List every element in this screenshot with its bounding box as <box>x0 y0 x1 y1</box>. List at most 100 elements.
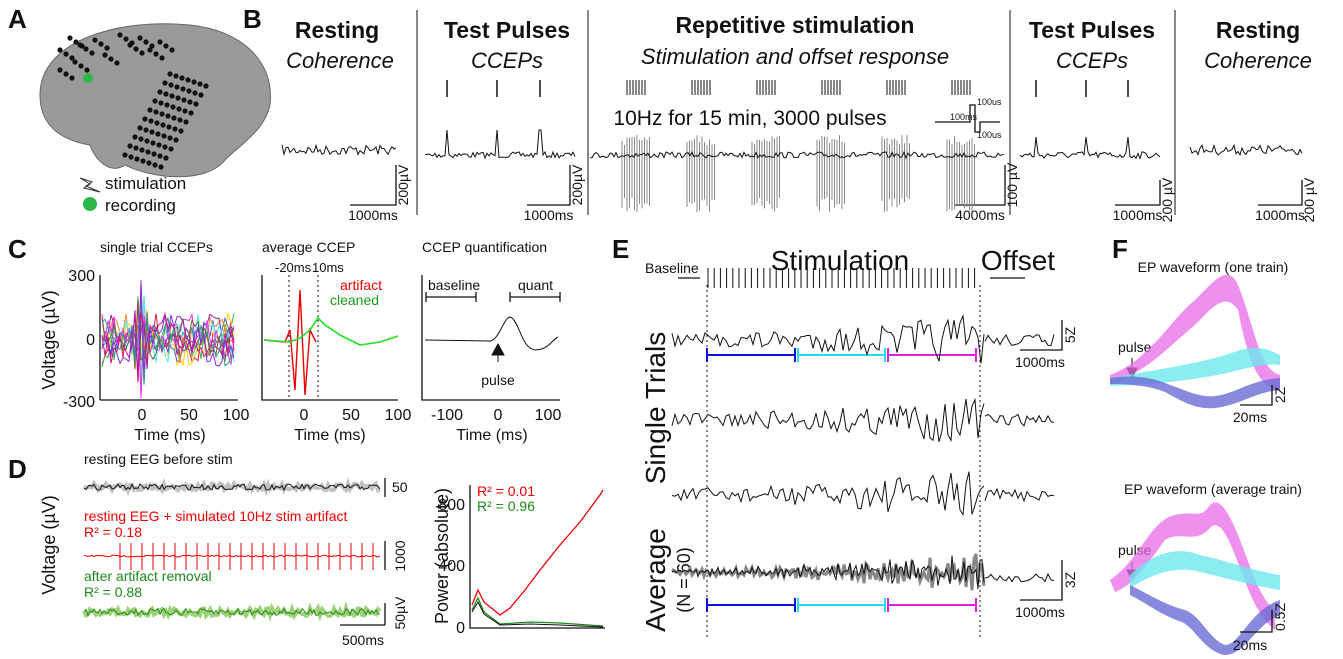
r2-label: R² = 0.01 <box>477 483 535 499</box>
electrode <box>187 99 193 105</box>
tick-label: -300 <box>63 394 95 411</box>
pulse-label: 100us <box>977 97 1002 107</box>
bracket <box>797 598 886 612</box>
annotation: Single Trials <box>640 332 671 485</box>
panel-label: D <box>8 454 27 484</box>
electrode <box>142 116 148 122</box>
scale-bar <box>1020 320 1063 601</box>
electrode <box>57 47 63 53</box>
annotation: pulse <box>1118 339 1152 355</box>
electrode <box>174 84 180 90</box>
trace <box>671 471 985 516</box>
tick-label: 50 <box>342 407 360 424</box>
electrode <box>179 75 185 81</box>
ci-band <box>1110 502 1275 630</box>
electrode <box>123 36 129 42</box>
electrode <box>191 79 197 85</box>
subplot-title: CCEP quantification <box>422 239 547 255</box>
annotation: 10ms <box>312 260 344 275</box>
electrode <box>144 138 150 144</box>
scale-label: 100 µV <box>1004 162 1020 207</box>
subtitle: CCEPs <box>1056 48 1128 73</box>
dividers <box>416 10 1176 215</box>
ci-band <box>1110 347 1280 386</box>
trace <box>589 150 1005 160</box>
scale-label: 500ms <box>342 632 384 648</box>
subplot-title: single trial CCEPs <box>100 239 213 255</box>
scale-label: 200 µV <box>1301 177 1317 222</box>
electrodes <box>57 32 209 170</box>
tick-label: 800 <box>438 497 465 514</box>
subtitle: Coherence <box>286 48 394 73</box>
electrode <box>67 35 73 41</box>
electrode <box>89 50 95 56</box>
y-label: Power (absolute) <box>432 488 452 624</box>
electrode <box>104 45 110 51</box>
scale-label: 0.5Z <box>1272 603 1288 631</box>
electrode <box>167 135 173 141</box>
scale-label: 1000ms <box>1113 207 1163 223</box>
trace <box>1189 143 1303 157</box>
annotation: Stimulation <box>771 245 910 276</box>
panel-label: F <box>1112 234 1128 264</box>
scale-bar <box>350 165 397 206</box>
panel-label: E <box>612 234 629 264</box>
electrode <box>171 115 177 121</box>
electrode <box>156 142 162 148</box>
recording-icon <box>83 197 97 211</box>
electrode <box>98 41 104 47</box>
scale-label: 50 <box>392 479 408 495</box>
tick-label: 300 <box>68 268 95 285</box>
title: Repetitive stimulation <box>676 12 915 38</box>
arrow <box>491 342 505 362</box>
scale-label: 200µV <box>569 164 585 205</box>
subplot-title: EP waveform (average train) <box>1124 481 1302 497</box>
pulse-ticks <box>707 268 976 288</box>
electrode <box>150 140 156 146</box>
legend-text: recording <box>105 196 176 215</box>
scale-label: 1000 <box>392 540 408 571</box>
electrode <box>177 117 183 123</box>
annotation: Baseline <box>645 260 699 276</box>
electrode <box>175 95 181 101</box>
electrode <box>162 144 168 150</box>
bracket <box>887 598 977 612</box>
electrode <box>180 86 186 92</box>
electrode <box>161 133 167 139</box>
axis <box>469 485 605 629</box>
annotation: artifact <box>340 277 382 293</box>
scale-bar <box>1240 610 1273 633</box>
brackets <box>706 348 977 612</box>
scale-bar <box>340 478 386 626</box>
panel-label: B <box>243 4 262 34</box>
electrode <box>122 152 128 158</box>
electrode <box>84 67 90 73</box>
electrode <box>154 120 160 126</box>
electrode <box>108 56 114 62</box>
trace <box>101 312 235 383</box>
electrode <box>147 47 153 53</box>
trace <box>984 572 1055 583</box>
electrode <box>57 67 63 73</box>
electrode <box>133 145 139 151</box>
electrode <box>203 83 209 89</box>
scale-label: 1000ms <box>1255 207 1305 223</box>
electrode <box>134 156 140 162</box>
electrode <box>172 126 178 132</box>
tick-label: 100 <box>535 407 562 424</box>
ci-band <box>1110 376 1280 409</box>
annotation: (N = 60) <box>674 547 694 613</box>
legend-text: stimulation <box>105 174 186 193</box>
scale-label: 200 µV <box>1159 177 1175 222</box>
scale-label: 50µV <box>392 596 408 630</box>
subtitle: Stimulation and offset response <box>641 44 949 69</box>
electrode <box>151 151 157 157</box>
r2-label: R² = 0.88 <box>84 584 142 600</box>
electrode <box>193 101 199 107</box>
electrode <box>168 146 174 152</box>
bracket <box>706 598 796 612</box>
trace-label: resting EEG before stim <box>84 451 233 467</box>
ci-band <box>1110 274 1280 390</box>
